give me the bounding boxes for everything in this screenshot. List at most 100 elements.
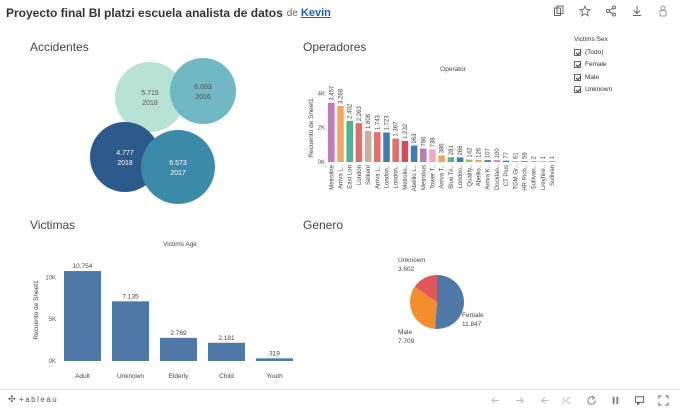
age-value-label: 319	[269, 350, 280, 357]
operator-category-label: Docklan..	[495, 165, 501, 190]
bubble[interactable]	[115, 62, 185, 132]
operator-bar[interactable]	[364, 131, 372, 162]
operator-value-label: 1.367	[394, 121, 400, 137]
operator-bar[interactable]	[410, 145, 418, 162]
filter-checkbox[interactable]	[574, 48, 581, 56]
operator-category-label: Selkent	[366, 165, 372, 185]
victims-age-bar-chart[interactable]: Victims Age Recuento de Sheet1 10K 5K 0K 10…	[30, 236, 300, 386]
y-tick-label: 0K	[318, 160, 325, 166]
operator-value-label: 100	[495, 148, 501, 159]
age-bar[interactable]	[112, 301, 149, 361]
operator-bar[interactable]	[337, 105, 344, 162]
operator-category-label: Abellio L..	[412, 165, 418, 192]
share-icon[interactable]	[604, 4, 618, 18]
operator-bar[interactable]	[512, 160, 519, 162]
operator-bar[interactable]	[475, 159, 482, 162]
gender-pie-chart[interactable]: Female 11.847 Male 7.709 Unknown 3.602	[380, 250, 510, 360]
bubble[interactable]	[141, 130, 215, 204]
refresh-icon[interactable]	[584, 393, 598, 407]
operator-category-label: Quality..	[467, 165, 473, 187]
filter-option-label: Unknown	[585, 86, 613, 94]
operator-bar[interactable]	[530, 161, 537, 162]
operator-value-label: 2	[532, 155, 538, 159]
filter-option[interactable]: Male	[574, 71, 674, 84]
bubble-value-label: 4.777	[116, 150, 134, 157]
bubble[interactable]	[170, 58, 236, 124]
tableau-logo[interactable]: ✣ +ableau	[8, 394, 58, 405]
filter-checkbox[interactable]	[574, 86, 581, 94]
fullscreen-icon[interactable]	[656, 4, 670, 18]
author-link[interactable]: Kevin	[300, 7, 331, 19]
operator-bar[interactable]	[521, 160, 528, 162]
operator-category-label: London..	[394, 165, 400, 189]
bubble-value-label: 5.715	[141, 90, 159, 97]
accidentes-bubble-chart[interactable]: 5.715 2018 6.093 2016 4.777 2018 6.573 2017	[90, 55, 240, 210]
pie-slice-value: 11.847	[462, 321, 482, 328]
operator-bar[interactable]	[456, 157, 464, 162]
operator-bar[interactable]	[539, 161, 547, 162]
operator-bar[interactable]	[429, 149, 436, 162]
pie-slice[interactable]	[414, 275, 437, 302]
back-icon[interactable]	[536, 393, 550, 407]
operator-category-label: Metrolin..	[403, 165, 409, 190]
filter-title: Victims Sex	[574, 36, 608, 43]
operator-bar-chart[interactable]: Operator Recuento de Sheet1 4K 2K 0K 3.457 M…	[303, 58, 573, 210]
operator-bar[interactable]	[383, 132, 390, 162]
expand-icon[interactable]	[656, 393, 670, 407]
operator-category-label: Arriva L..	[375, 165, 381, 189]
operator-value-label: 59	[523, 152, 529, 159]
pie-slice-name: Male	[398, 329, 412, 336]
star-icon[interactable]	[578, 4, 592, 18]
operator-bar[interactable]	[392, 138, 399, 162]
operator-bar[interactable]	[447, 157, 455, 162]
operator-category-label: London..	[458, 165, 464, 189]
operator-bar[interactable]	[438, 155, 445, 162]
operator-value-label: 1.808	[366, 113, 372, 129]
redo-icon[interactable]	[512, 393, 526, 407]
operator-bar[interactable]	[502, 160, 510, 162]
bubble-year-label: 2018	[117, 160, 133, 167]
comment-icon[interactable]	[632, 393, 646, 407]
operator-category-label: Arriva L..	[339, 165, 345, 189]
victims-sex-filter: Victims Sex (Todo) Female Male Unknown	[574, 36, 674, 96]
pie-slice-name: Female	[462, 312, 484, 319]
download-icon[interactable]	[630, 4, 644, 18]
age-bar[interactable]	[208, 342, 245, 361]
pie-slice[interactable]	[435, 275, 464, 329]
operator-bar[interactable]	[374, 132, 381, 162]
operator-value-label: 107	[486, 147, 492, 158]
operator-bar[interactable]	[346, 120, 353, 162]
operator-bar[interactable]	[484, 160, 491, 162]
replay-icon[interactable]	[560, 393, 574, 407]
pie-slice[interactable]	[410, 286, 437, 329]
y-tick-label: 10K	[45, 275, 56, 281]
operator-bar[interactable]	[493, 160, 501, 162]
filter-option-label: (Todo)	[585, 48, 604, 56]
filter-option[interactable]: Unknown	[574, 84, 674, 97]
copy-icon[interactable]	[552, 4, 566, 18]
operator-category-label: Metrobus	[421, 165, 427, 190]
filter-checkbox[interactable]	[574, 73, 581, 81]
operator-category-label: Arriva K..	[486, 165, 492, 190]
filter-option[interactable]: (Todo)	[574, 46, 674, 59]
bubble-year-label: 2016	[195, 94, 211, 101]
operator-bar[interactable]	[401, 140, 409, 162]
filter-option-label: Female	[585, 61, 607, 69]
age-value-label: 2.181	[218, 335, 235, 342]
filter-option[interactable]: Female	[574, 59, 674, 72]
filter-checkbox[interactable]	[574, 61, 581, 69]
operator-bar[interactable]	[548, 161, 556, 162]
operator-category-label: Blue Tri..	[449, 165, 455, 189]
operator-bar[interactable]	[420, 148, 427, 162]
pause-icon[interactable]	[608, 393, 622, 407]
age-bar[interactable]	[256, 358, 293, 361]
operator-bar[interactable]	[466, 159, 473, 162]
age-bar[interactable]	[64, 271, 101, 361]
operator-bar[interactable]	[328, 102, 335, 162]
operator-category-label: Sullivan..	[532, 165, 538, 190]
undo-icon[interactable]	[488, 393, 502, 407]
operator-value-label: 386	[440, 143, 446, 154]
operator-bar[interactable]	[355, 123, 363, 162]
age-bar[interactable]	[160, 337, 197, 361]
y-tick-label: 2K	[318, 126, 325, 132]
